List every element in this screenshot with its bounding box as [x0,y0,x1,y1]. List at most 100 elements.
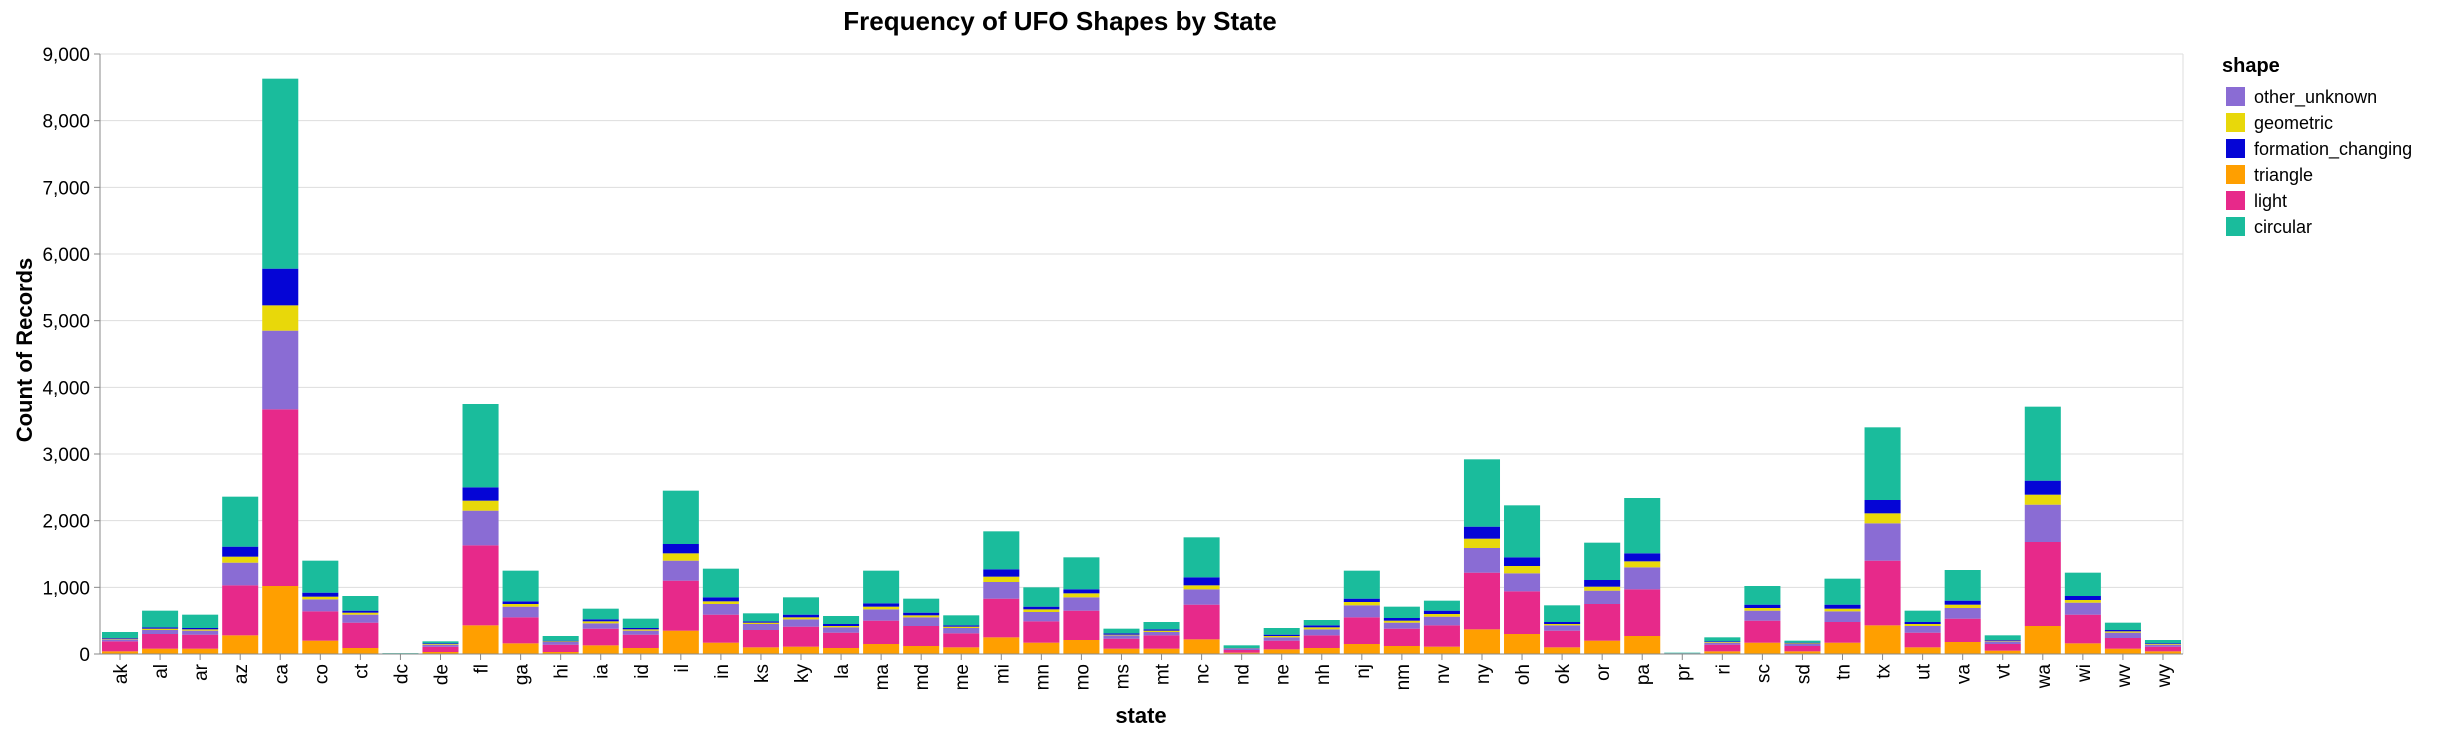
bar-segment-il-circular [662,490,699,544]
bar-segment-mo-circular [1063,557,1100,590]
x-tick-label-ne: ne [1273,664,1294,685]
bar-segment-nd-light [1223,650,1260,653]
bar-segment-wa-light [2024,542,2061,626]
bar-segment-pa-circular [1624,498,1661,554]
y-tick-label: 2,000 [42,512,90,533]
bar-segment-mn-formation_changing [1023,606,1060,610]
bar-segment-tn-geometric [1824,608,1861,612]
x-tick-label-nj: nj [1353,664,1374,679]
bar-segment-va-light [1944,618,1981,642]
bar-segment-fl-other_unknown [462,510,499,546]
bar-segment-mn-triangle [1023,642,1060,654]
bar-segment-nm-triangle [1383,646,1420,654]
bar-segment-mi-circular [983,531,1020,570]
bar-segment-nj-geometric [1343,602,1380,606]
bar-segment-de-light [422,646,459,652]
bar-segment-fl-light [462,545,499,626]
bar-segment-ny-geometric [1463,538,1501,548]
bar-segment-la-triangle [823,648,860,654]
bar-segment-mt-light [1143,635,1180,649]
y-tick-label: 6,000 [42,245,90,266]
bar-segment-ak-light [102,641,139,652]
legend-swatch-light [2226,191,2245,210]
x-tick-label-co: co [311,664,332,684]
x-tick-label-pr: pr [1673,663,1694,681]
bar-segment-nv-triangle [1423,646,1460,654]
bar-segment-nh-triangle [1303,648,1340,654]
bar-segment-ok-formation_changing [1544,622,1581,624]
x-tick-label-il: il [672,664,693,672]
bar-segment-mo-geometric [1063,593,1100,598]
bar-segment-id-light [622,634,659,648]
bar-segment-de-other_unknown [422,644,459,647]
bar-segment-nh-light [1303,635,1340,648]
bar-segment-fl-geometric [462,500,499,511]
x-tick-label-vt: vt [1994,663,2015,679]
bar-segment-il-formation_changing [662,544,699,554]
legend-label-circular: circular [2254,217,2312,237]
bar-segment-mi-formation_changing [983,569,1020,577]
bar-segment-ny-other_unknown [1463,548,1501,573]
bar-segment-id-circular [622,618,659,628]
bar-segment-ny-circular [1463,459,1501,527]
x-tick-label-or: or [1593,663,1614,681]
bar-segment-nm-other_unknown [1383,622,1420,629]
x-tick-label-mn: mn [1032,664,1053,690]
x-tick-label-ks: ks [752,664,773,683]
bar-segment-ma-light [863,620,900,644]
bar-segment-mo-light [1063,610,1100,640]
bar-segment-co-other_unknown [302,599,339,612]
bar-segment-la-circular [823,616,860,624]
bar-segment-fl-formation_changing [462,487,499,501]
x-tick-label-ga: ga [512,664,533,686]
bar-segment-sd-formation_changing [1784,642,1821,644]
bar-segment-ma-triangle [863,644,900,654]
bar-segment-ak-geometric [102,638,139,640]
bar-segment-wa-other_unknown [2024,504,2061,542]
bar-segment-ky-other_unknown [782,619,820,627]
x-tick-label-pa: pa [1633,664,1654,686]
bar-segment-ms-geometric [1103,634,1140,636]
bar-segment-mi-triangle [983,637,1020,654]
legend-title: shape [2222,55,2280,77]
bar-segment-oh-other_unknown [1504,573,1541,592]
bar-segment-mo-triangle [1063,640,1100,654]
x-tick-label-ma: ma [872,664,893,691]
x-tick-label-hi: hi [552,664,573,679]
bar-segment-wi-formation_changing [2064,596,2101,600]
bar-segment-ca-other_unknown [262,330,299,410]
bar-segment-ar-other_unknown [182,630,219,635]
bar-segment-pa-triangle [1624,636,1661,654]
bar-segment-tn-circular [1824,578,1861,605]
bar-segment-wi-light [2064,614,2101,644]
bar-segment-tx-other_unknown [1864,523,1901,561]
x-tick-label-la: la [832,664,853,679]
legend-swatch-circular [2226,217,2245,236]
bar-segment-va-geometric [1944,604,1981,608]
x-tick-label-sc: sc [1753,664,1774,683]
bar-segment-il-other_unknown [662,560,699,581]
bar-segment-co-geometric [302,596,339,600]
x-tick-label-nv: nv [1433,664,1454,685]
bar-segment-sd-geometric [1784,643,1821,644]
bar-segment-in-geometric [702,601,739,604]
x-tick-label-va: va [1954,664,1975,685]
bar-segment-wy-geometric [2144,644,2181,645]
y-tick-label: 1,000 [42,578,90,599]
x-tick-label-wv: wv [2114,664,2135,689]
bar-segment-nv-other_unknown [1423,616,1460,626]
bar-segment-me-triangle [943,647,980,654]
y-tick-label: 4,000 [42,378,90,399]
bar-segment-ma-circular [863,570,900,604]
bar-segment-az-triangle [222,635,259,654]
x-tick-label-az: az [231,664,252,684]
bar-segment-ar-circular [182,614,219,628]
legend: shape other_unknown geometric formation_ch… [2222,55,2412,237]
bar-segment-mn-light [1023,621,1060,643]
bar-segment-wy-triangle [2144,651,2181,654]
bar-segment-ga-light [502,617,539,644]
bar-segment-va-circular [1944,570,1981,601]
bar-segment-id-geometric [622,629,659,631]
bar-segment-ak-formation_changing [102,638,139,639]
legend-swatch-geometric [2226,113,2245,132]
